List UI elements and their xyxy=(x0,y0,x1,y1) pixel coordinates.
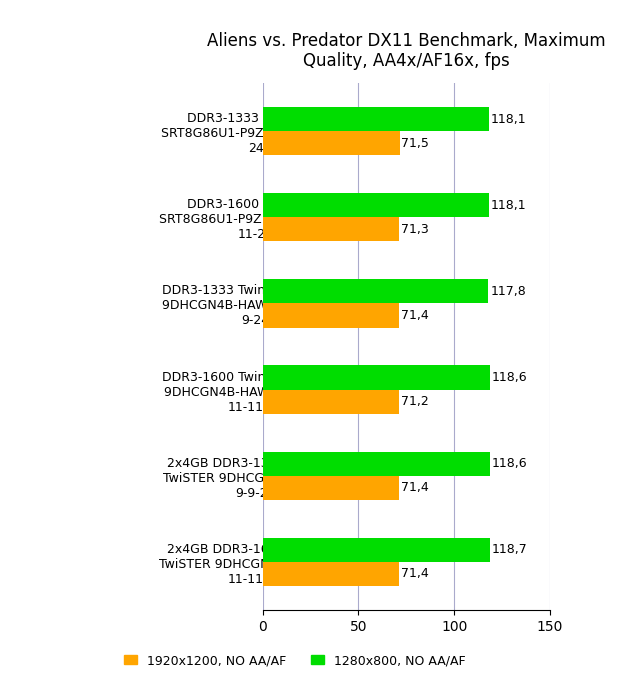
Text: 71,5: 71,5 xyxy=(401,137,429,150)
Bar xyxy=(262,365,490,389)
Legend: 1920x1200, NO AA/AF, 1280x800, NO AA/AF: 1920x1200, NO AA/AF, 1280x800, NO AA/AF xyxy=(119,649,470,672)
Text: 118,1: 118,1 xyxy=(491,113,526,125)
Title: Aliens vs. Predator DX11 Benchmark, Maximum
Quality, AA4x/AF16x, fps: Aliens vs. Predator DX11 Benchmark, Maxi… xyxy=(207,32,606,71)
Bar xyxy=(262,562,399,586)
Text: 71,4: 71,4 xyxy=(401,568,429,580)
Text: 118,6: 118,6 xyxy=(492,371,528,384)
Text: 118,7: 118,7 xyxy=(492,543,528,556)
Bar xyxy=(262,218,399,241)
Bar xyxy=(262,538,490,562)
Bar xyxy=(262,193,489,218)
Bar xyxy=(262,304,399,328)
Text: 71,4: 71,4 xyxy=(401,481,429,494)
Bar xyxy=(262,279,488,304)
Text: 118,1: 118,1 xyxy=(491,199,526,212)
Text: 71,4: 71,4 xyxy=(401,309,429,322)
Text: 71,3: 71,3 xyxy=(401,223,429,236)
Bar xyxy=(262,107,489,131)
Text: 71,2: 71,2 xyxy=(401,395,429,408)
Bar xyxy=(262,389,399,414)
Text: 117,8: 117,8 xyxy=(490,285,526,298)
Text: 118,6: 118,6 xyxy=(492,457,528,470)
Bar xyxy=(262,452,490,475)
Bar xyxy=(262,475,399,500)
Bar xyxy=(262,131,399,155)
